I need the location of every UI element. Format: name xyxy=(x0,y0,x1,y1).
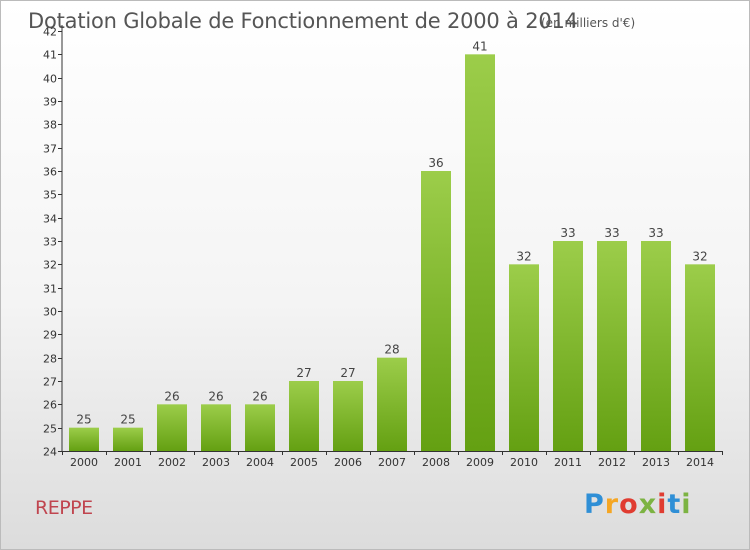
data-label: 41 xyxy=(472,39,487,53)
bar xyxy=(553,241,583,451)
y-tick-label: 40 xyxy=(43,73,57,86)
data-label: 27 xyxy=(340,366,355,380)
bar xyxy=(377,357,407,451)
bar xyxy=(465,54,495,451)
data-label: 26 xyxy=(164,389,179,403)
y-tick-label: 27 xyxy=(43,376,57,389)
bar xyxy=(245,404,275,451)
commune-name: REPPE xyxy=(35,497,93,519)
logo-letter: P xyxy=(584,489,605,520)
bar xyxy=(113,427,143,451)
x-tick-label: 2011 xyxy=(554,456,582,469)
proxiti-logo: Proxiti xyxy=(584,489,692,520)
x-tick-label: 2013 xyxy=(642,456,670,469)
x-tick-label: 2001 xyxy=(114,456,142,469)
y-tick-label: 26 xyxy=(43,399,57,412)
x-tick-label: 2009 xyxy=(466,456,494,469)
bar xyxy=(597,241,627,451)
chart-title: Dotation Globale de Fonctionnement de 20… xyxy=(28,9,578,33)
bar xyxy=(69,427,99,451)
bar xyxy=(509,264,539,451)
y-tick-label: 33 xyxy=(43,236,57,249)
y-tick-label: 39 xyxy=(43,96,57,109)
bar xyxy=(641,241,671,451)
logo-letter: o xyxy=(619,489,639,520)
x-tick-label: 2014 xyxy=(686,456,714,469)
bar xyxy=(157,404,187,451)
y-tick-label: 28 xyxy=(43,353,57,366)
data-label: 36 xyxy=(428,156,443,170)
logo-letter: t xyxy=(667,489,682,520)
data-label: 26 xyxy=(208,389,223,403)
y-tick-label: 32 xyxy=(43,259,57,272)
y-tick-label: 30 xyxy=(43,306,57,319)
data-label: 33 xyxy=(604,226,619,240)
logo-letter: r xyxy=(604,489,620,520)
data-label: 25 xyxy=(76,413,91,427)
x-tick-label: 2003 xyxy=(202,456,230,469)
data-label: 27 xyxy=(296,366,311,380)
data-labels: 25 25 26 26 26 27 27 28 36 41 32 33 33 33 32 xyxy=(76,39,707,426)
x-tick-label: 2002 xyxy=(158,456,186,469)
x-tick-label: 2010 xyxy=(510,456,538,469)
data-label: 32 xyxy=(692,249,707,263)
y-tick-label: 25 xyxy=(43,423,57,436)
y-tick-label: 35 xyxy=(43,189,57,202)
y-tick-label: 42 xyxy=(43,26,57,39)
data-label: 32 xyxy=(516,249,531,263)
bars xyxy=(69,54,715,451)
chart-subtitle: (en milliers d'€) xyxy=(541,16,636,30)
bar xyxy=(289,381,319,451)
data-label: 26 xyxy=(252,389,267,403)
logo-letter: i xyxy=(681,489,692,520)
bar xyxy=(333,381,363,451)
bar xyxy=(421,171,451,451)
y-tick-label: 37 xyxy=(43,143,57,156)
logo-letter: x xyxy=(638,489,658,520)
x-tick-label: 2004 xyxy=(246,456,274,469)
x-tick-label: 2006 xyxy=(334,456,362,469)
y-tick-label: 36 xyxy=(43,166,57,179)
x-tick-label: 2007 xyxy=(378,456,406,469)
data-label: 28 xyxy=(384,343,399,357)
data-label: 25 xyxy=(120,413,135,427)
y-tick-label: 31 xyxy=(43,283,57,296)
data-label: 33 xyxy=(648,226,663,240)
x-tick-label: 2008 xyxy=(422,456,450,469)
bar xyxy=(685,264,715,451)
y-tick-label: 34 xyxy=(43,213,57,226)
data-label: 33 xyxy=(560,226,575,240)
axes: 24 25 26 27 28 29 30 31 32 33 34 35 36 37 38 39 40 41 42 20… xyxy=(43,25,723,469)
y-tick-label: 41 xyxy=(43,49,57,62)
x-tick-label: 2000 xyxy=(70,456,98,469)
y-tick-label: 29 xyxy=(43,329,57,342)
bar xyxy=(201,404,231,451)
y-tick-label: 24 xyxy=(43,446,57,459)
x-tick-label: 2012 xyxy=(598,456,626,469)
logo-letter: i xyxy=(657,489,668,520)
x-tick-label: 2005 xyxy=(290,456,318,469)
y-tick-label: 38 xyxy=(43,119,57,132)
